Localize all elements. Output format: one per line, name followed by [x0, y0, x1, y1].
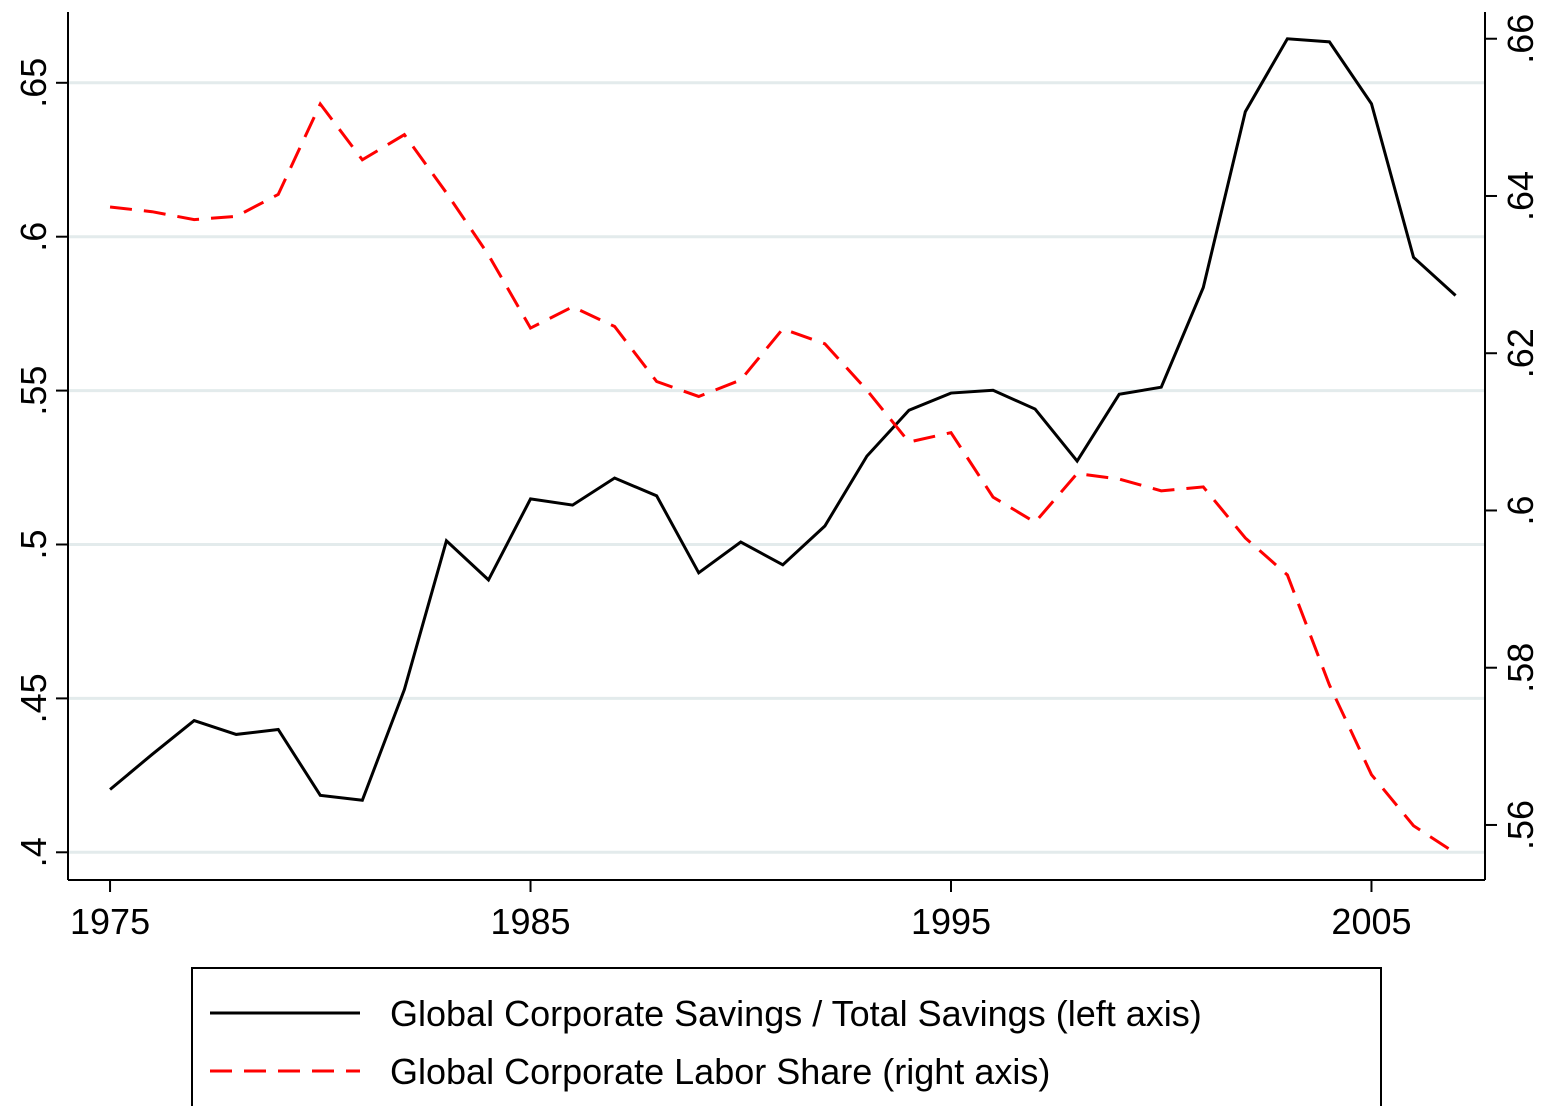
y2-tick-label: .64 — [1500, 171, 1541, 221]
y2-tick-label: .56 — [1500, 800, 1541, 850]
y2-tick-label: .62 — [1500, 328, 1541, 378]
y2-tick-label: .66 — [1500, 14, 1541, 64]
y-tick-label: .4 — [13, 837, 54, 867]
x-tick-label: 1985 — [490, 901, 570, 942]
legend-label: Global Corporate Labor Share (right axis… — [390, 1051, 1050, 1092]
y2-tick-label: .6 — [1500, 495, 1541, 525]
legend: Global Corporate Savings / Total Savings… — [191, 967, 1382, 1106]
x-tick-label: 1995 — [911, 901, 991, 942]
y-tick-label: .55 — [13, 366, 54, 416]
legend-box — [191, 967, 1382, 1106]
y-tick-label: .45 — [13, 673, 54, 723]
y-tick-label: .5 — [13, 529, 54, 559]
series-line — [109, 37, 1457, 802]
y2-tick-label: .58 — [1500, 643, 1541, 693]
series-line — [109, 101, 1457, 855]
legend-label: Global Corporate Savings / Total Savings… — [390, 993, 1202, 1034]
x-tick-label: 1975 — [70, 901, 150, 942]
x-tick-label: 2005 — [1331, 901, 1411, 942]
y-tick-label: .65 — [13, 58, 54, 108]
y-tick-label: .6 — [13, 222, 54, 252]
